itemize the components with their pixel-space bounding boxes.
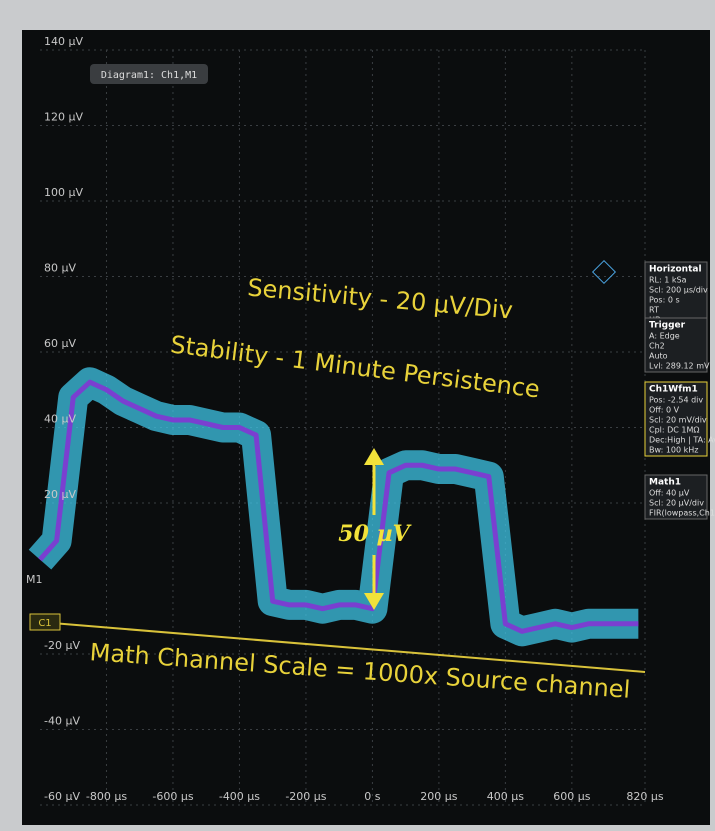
annotation: 50 µV	[338, 521, 411, 547]
panel-line: Scl: 20 mV/div	[649, 416, 707, 425]
arrow-head	[364, 448, 384, 465]
y-tick-label: 80 µV	[44, 262, 76, 275]
logo	[591, 259, 617, 285]
grid	[40, 49, 646, 806]
diagram-label: Diagram1: Ch1,M1	[101, 70, 197, 81]
x-tick-label: 200 µs	[420, 790, 457, 803]
x-tick-label: -600 µs	[152, 790, 193, 803]
panel-line: Bw: 100 kHz	[649, 446, 699, 455]
arrow-head	[364, 593, 384, 610]
y-tick-label: 120 µV	[44, 111, 83, 124]
x-tick-label: 820 µs	[626, 790, 663, 803]
panel-line: Pos: -2.54 div	[649, 396, 703, 405]
panel-line: Lvl: 289.12 mV	[649, 362, 710, 371]
marker-label: M1	[26, 573, 43, 586]
x-tick-label: -200 µs	[285, 790, 326, 803]
x-tick-label: 600 µs	[553, 790, 590, 803]
panel-line: RT	[649, 306, 659, 315]
panel-line: Dec:High | TA: Av	[649, 436, 715, 445]
panel	[644, 381, 708, 457]
panel-line: Cpl: DC 1MΩ	[649, 426, 700, 435]
panel-title: Trigger	[649, 321, 686, 331]
x-tick-label: -400 µs	[219, 790, 260, 803]
panel-line: Scl: 200 µs/div	[649, 286, 708, 295]
marker-box	[29, 613, 61, 631]
waveform	[28, 367, 639, 647]
panel-title: Horizontal	[649, 265, 702, 275]
panel-line: A: Edge	[649, 332, 680, 341]
panel-line: Scl: 20 µV/div	[649, 499, 704, 508]
y-tick-label: 140 µV	[44, 35, 83, 48]
y-tick-label: -40 µV	[44, 715, 80, 728]
panel	[644, 474, 708, 520]
panel-line: RL: 1 kSa	[649, 276, 687, 285]
panel-line: Off: 0 V	[649, 406, 680, 415]
y-tick-label: 100 µV	[44, 186, 83, 199]
panel-line: Off: 40 µV	[649, 489, 690, 498]
panel-line: Ch2	[649, 342, 665, 351]
panel-line: Auto	[649, 352, 668, 361]
marker-label: C1	[38, 618, 51, 629]
y-tick-label: 20 µV	[44, 488, 76, 501]
panel-line: Pos: 0 s	[649, 296, 680, 305]
y-tick-label: -60 µV	[44, 790, 80, 803]
x-tick-label: 0 s	[364, 790, 380, 803]
panel-title: Ch1Wfm1	[649, 385, 698, 395]
reference-line	[39, 621, 646, 673]
panel	[644, 317, 708, 373]
y-tick-label: 40 µV	[44, 413, 76, 426]
diagram-tab	[90, 64, 208, 84]
x-tick-label: 400 µs	[487, 790, 524, 803]
panel-title: Math1	[649, 478, 681, 488]
panel-line: FIR(lowpass,Ch1	[649, 509, 715, 518]
x-tick-label: -800 µs	[86, 790, 127, 803]
y-tick-label: -20 µV	[44, 639, 80, 652]
panel	[644, 261, 708, 327]
y-tick-label: 60 µV	[44, 337, 76, 350]
waveform-core	[38, 379, 639, 634]
